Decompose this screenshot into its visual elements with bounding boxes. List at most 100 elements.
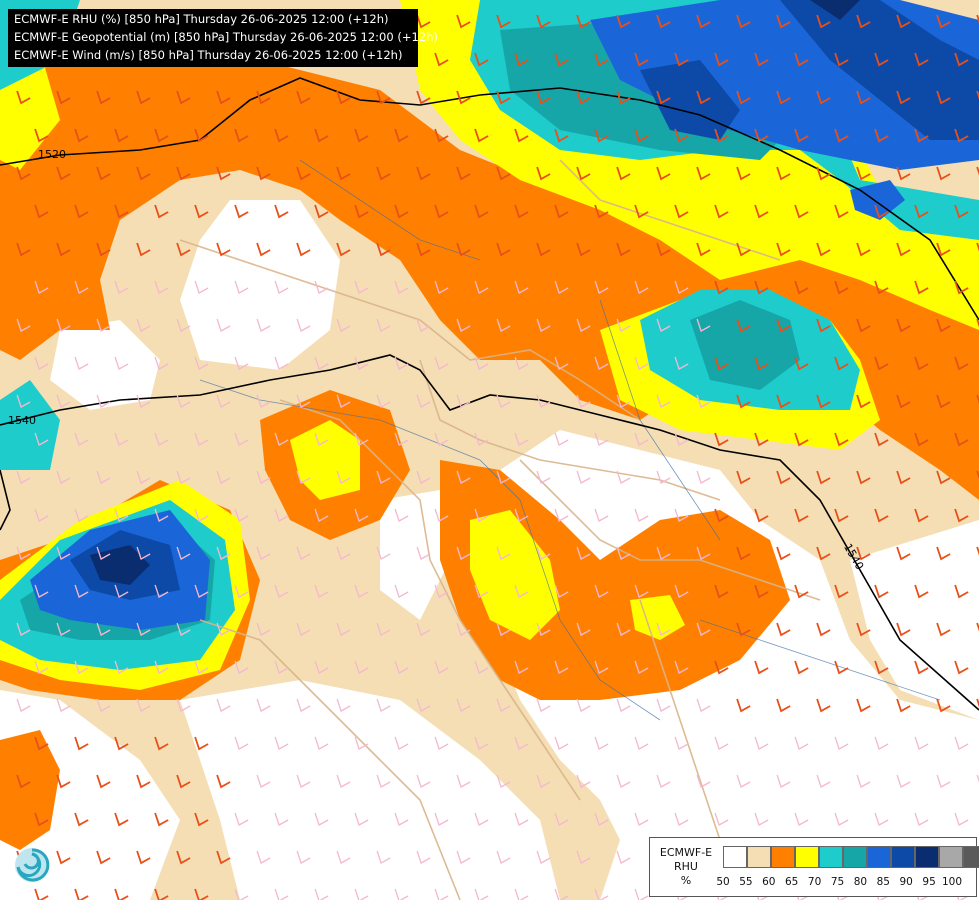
- wind-barb: [816, 242, 831, 257]
- wind-barb: [114, 736, 129, 751]
- wind-barb: [274, 584, 289, 598]
- wind-barb: [274, 356, 289, 370]
- wind-barb: [874, 812, 889, 826]
- wind-barb: [976, 90, 979, 100]
- wind-barb: [674, 52, 689, 67]
- wind-barb: [354, 660, 369, 674]
- wind-barb: [496, 14, 511, 29]
- wind-barb: [56, 242, 71, 257]
- legend-swatch: [843, 846, 867, 868]
- wind-barb: [856, 394, 871, 409]
- wind-barb: [296, 394, 311, 408]
- wind-barb: [656, 546, 671, 560]
- wind-barb: [816, 546, 831, 561]
- wind-barb: [576, 166, 591, 181]
- wind-barb: [96, 622, 111, 636]
- wind-barb: [896, 166, 911, 181]
- wind-barb: [394, 812, 409, 826]
- wind-barb: [634, 52, 649, 67]
- wind-barb: [256, 166, 271, 181]
- wind-barb: [154, 660, 169, 674]
- wind-barb: [216, 698, 231, 712]
- wind-barb: [514, 584, 529, 598]
- wind-barb: [354, 888, 369, 900]
- wind-barb: [74, 888, 89, 900]
- wind-barb: [656, 242, 671, 257]
- legend-title-variable: RHU: [674, 860, 698, 873]
- wind-barb: [816, 774, 831, 788]
- legend-swatch: [771, 846, 795, 868]
- wind-barb: [936, 546, 951, 561]
- wind-barb: [736, 698, 751, 713]
- wind-barb: [976, 14, 979, 24]
- wind-barb: [536, 622, 551, 636]
- wind-barb: [434, 508, 449, 522]
- wind-barb: [176, 394, 191, 408]
- wind-barb: [256, 318, 271, 332]
- wind-barb: [434, 736, 449, 750]
- wind-barb: [434, 584, 449, 598]
- wind-barb: [336, 318, 351, 332]
- wind-barb: [656, 394, 671, 408]
- wind-barb: [96, 318, 111, 332]
- wind-barb: [536, 850, 551, 864]
- wind-barb: [56, 394, 71, 408]
- wind-barb: [354, 432, 369, 446]
- wind-barb: [416, 698, 431, 712]
- wind-barb: [176, 622, 191, 636]
- wind-barb: [136, 774, 151, 789]
- wind-barb: [114, 660, 129, 674]
- wind-barb: [354, 280, 369, 294]
- wind-barb: [154, 204, 169, 219]
- wind-barb: [416, 622, 431, 636]
- wind-barb: [576, 242, 591, 257]
- wind-barb: [514, 660, 529, 674]
- wind-barb: [74, 280, 89, 294]
- wind-barb: [176, 546, 191, 560]
- wind-barb: [514, 356, 529, 370]
- wind-barb: [474, 888, 489, 900]
- wind-barb: [656, 622, 671, 636]
- wind-barb: [34, 812, 49, 827]
- wind-barb: [634, 204, 649, 219]
- wind-barb: [34, 888, 49, 900]
- wind-barb: [896, 242, 911, 257]
- wind-barb: [176, 470, 191, 484]
- wind-barb: [136, 622, 151, 636]
- wind-barb: [434, 660, 449, 674]
- wind-barb: [434, 432, 449, 446]
- wind-barb: [754, 736, 769, 750]
- wind-barb: [136, 698, 151, 712]
- wind-barb: [234, 280, 249, 294]
- wind-barb: [114, 812, 129, 827]
- wind-barb: [554, 736, 569, 750]
- wind-barb: [296, 622, 311, 636]
- wind-barb: [314, 812, 329, 826]
- wind-barb: [234, 128, 249, 143]
- wind-barb: [394, 356, 409, 370]
- wind-barb: [874, 660, 889, 675]
- wind-barb: [234, 584, 249, 598]
- wind-barb: [256, 850, 271, 864]
- wind-barb: [256, 470, 271, 484]
- wind-barb: [576, 698, 591, 712]
- wind-barb: [456, 622, 471, 636]
- wind-barb: [314, 888, 329, 900]
- wind-barb: [794, 660, 809, 675]
- wind-barb: [296, 546, 311, 560]
- wind-barb: [194, 128, 209, 143]
- wind-barb: [154, 812, 169, 827]
- wind-barb: [474, 660, 489, 674]
- wind-barb: [656, 14, 671, 29]
- wind-barb: [336, 546, 351, 560]
- wind-barb: [234, 204, 249, 219]
- wind-barb: [576, 90, 591, 105]
- wind-barb: [256, 90, 271, 105]
- wind-barb: [714, 812, 729, 826]
- wind-barb: [936, 242, 951, 257]
- wind-barb: [456, 546, 471, 560]
- wind-barb: [714, 204, 729, 219]
- wind-barb: [496, 318, 511, 332]
- wind-barb: [394, 584, 409, 598]
- wind-barb: [776, 242, 791, 257]
